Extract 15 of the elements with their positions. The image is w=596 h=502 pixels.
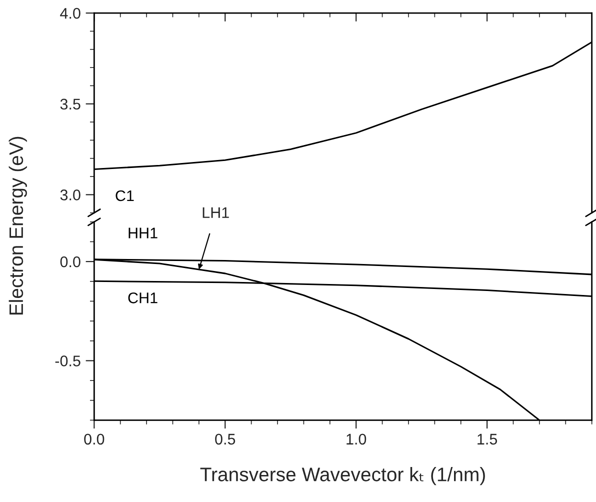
- x-tick-label: 0.0: [84, 434, 104, 445]
- y-tick-label: 3.5: [60, 98, 80, 110]
- y-tick-label: 0.0: [60, 256, 80, 268]
- series-label: C1: [116, 190, 134, 202]
- series-label: CH1: [128, 292, 158, 304]
- series-label: HH1: [128, 228, 158, 238]
- text: LH1: [202, 207, 229, 218]
- x-tick-label: 0.5: [215, 434, 236, 445]
- y-tick-label: 4.0: [60, 8, 80, 19]
- y-tick-label: 3.0: [60, 190, 80, 200]
- y-tick-label: -0.5: [55, 356, 80, 366]
- x-axis-title: Transverse Wavevector kₜ (1/nm): [200, 467, 485, 486]
- x-tick-label: 1.0: [346, 434, 366, 445]
- y-axis-title: Electron Energy (eV): [8, 136, 27, 315]
- x-tick-label: 1.5: [478, 434, 498, 445]
